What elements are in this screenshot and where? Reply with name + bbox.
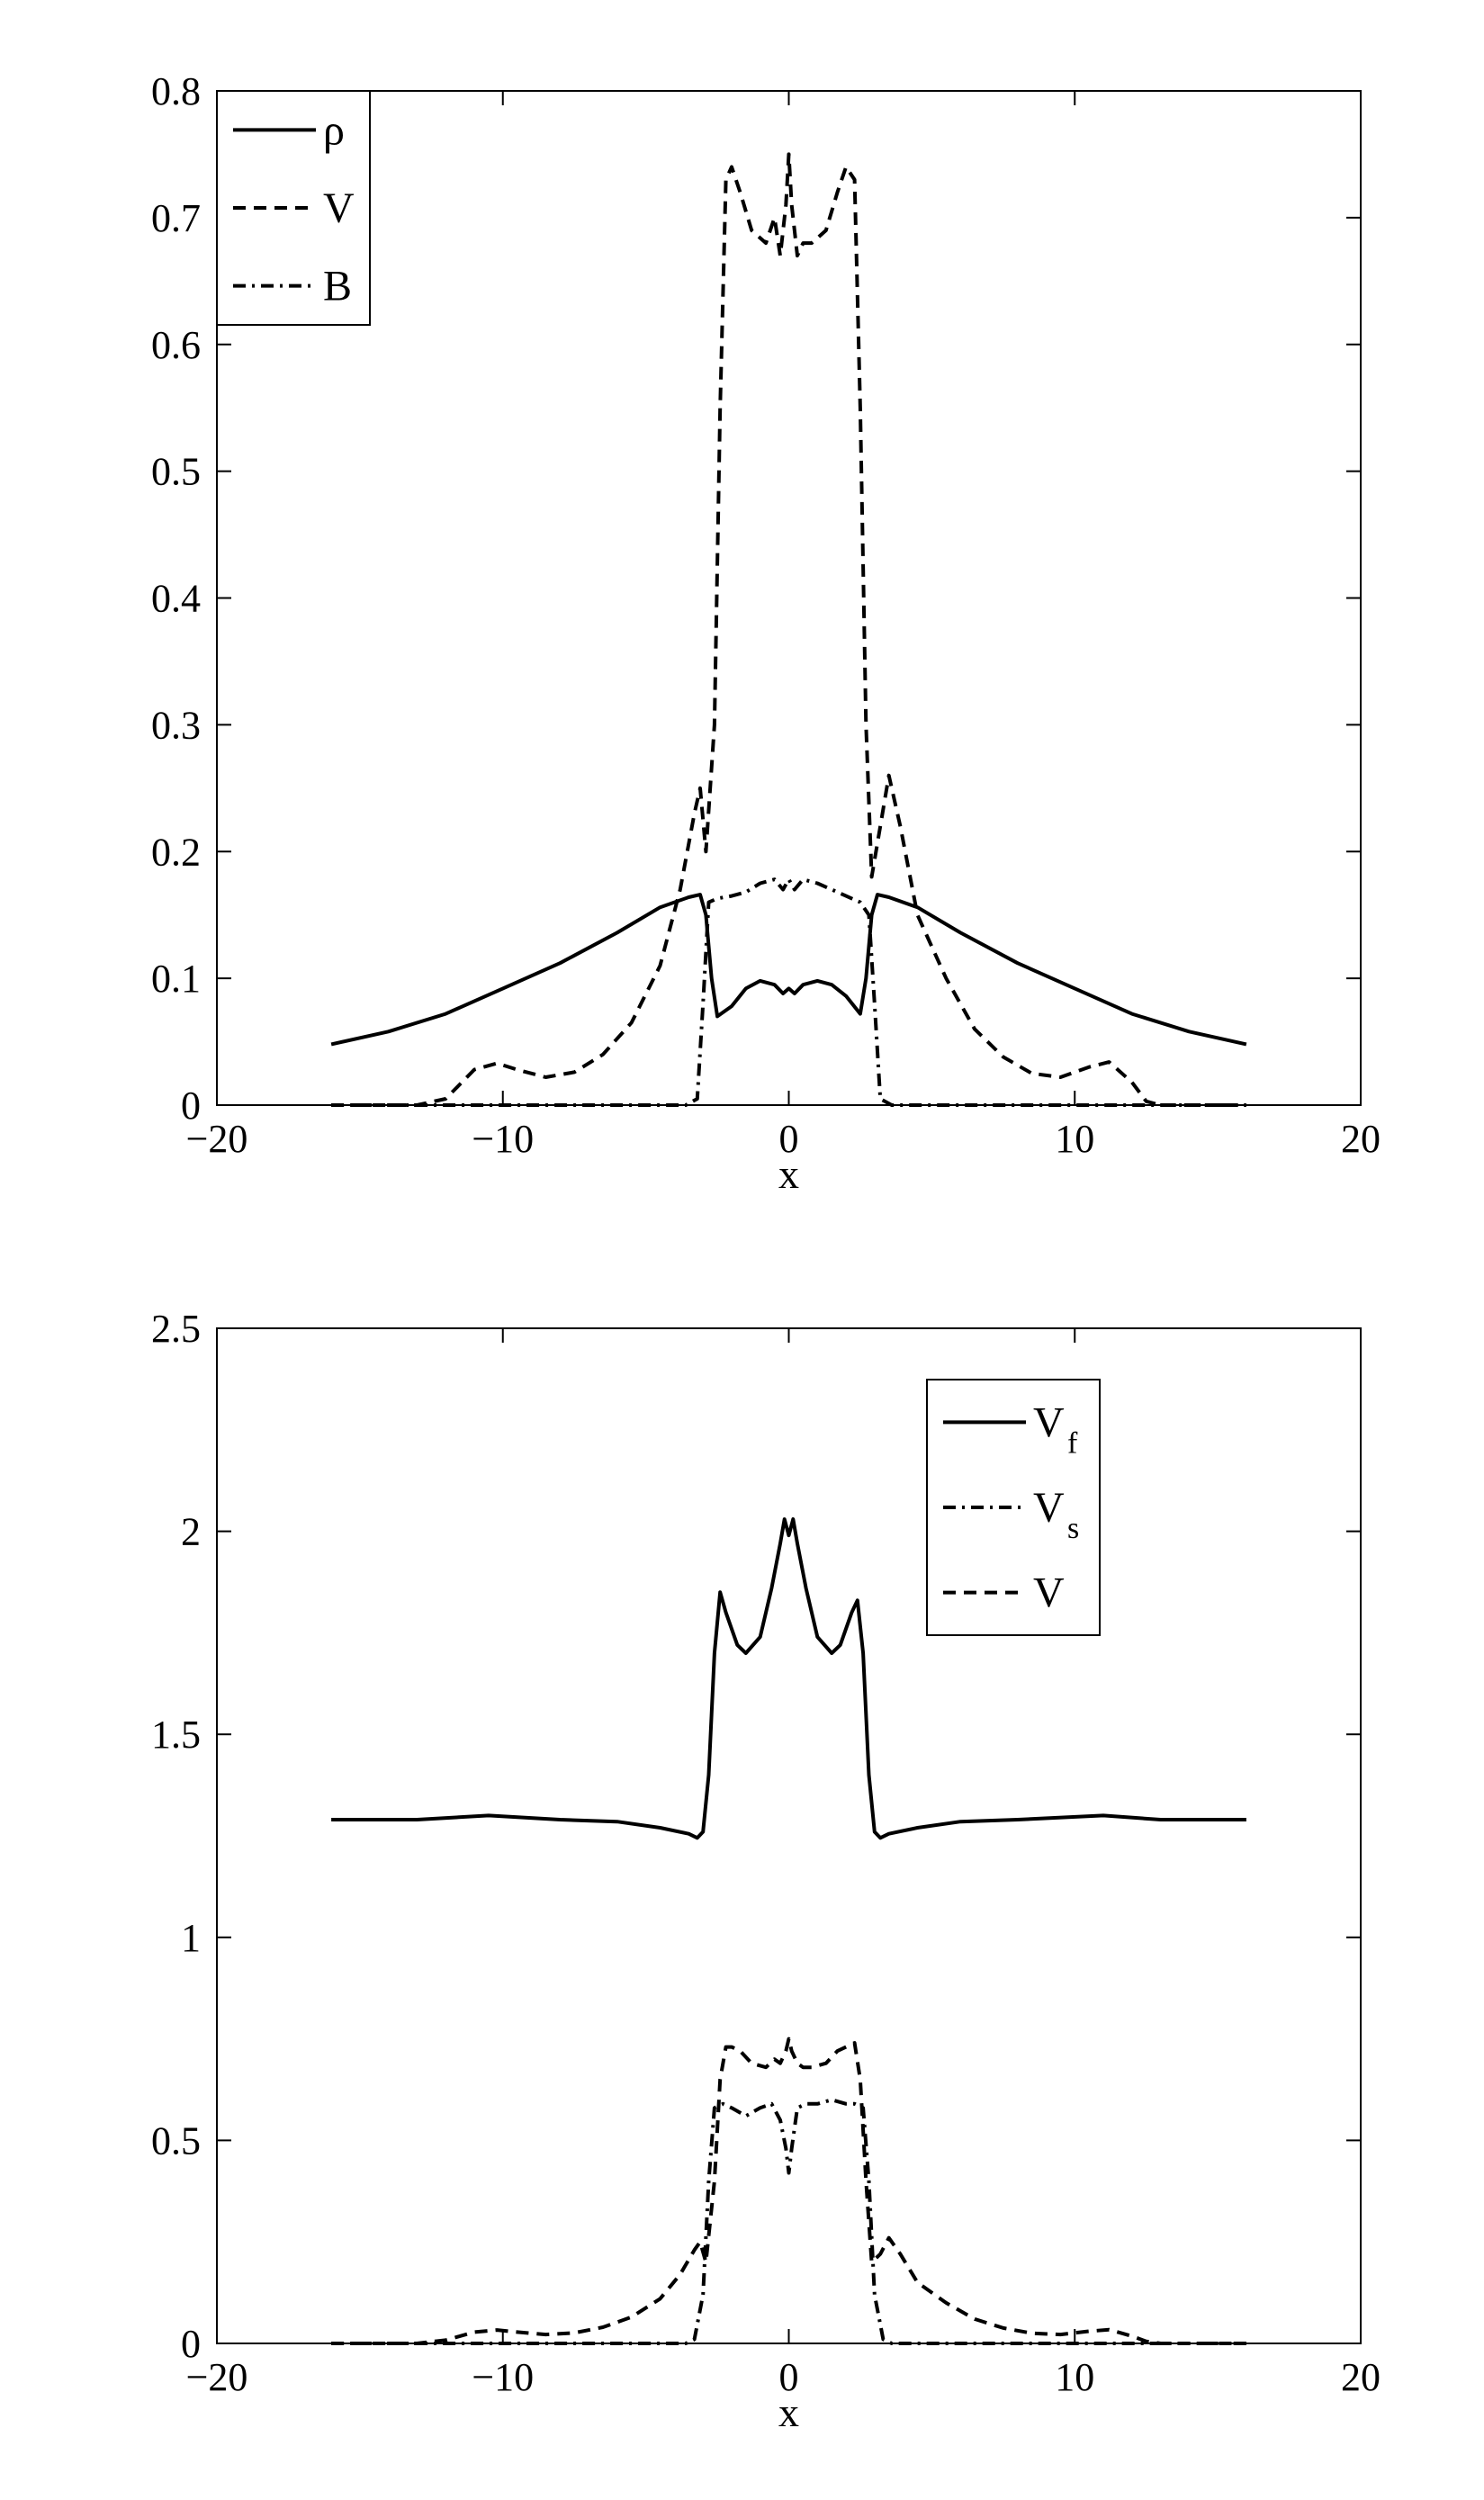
x-axis-label-top: x: [778, 1151, 799, 1197]
x-tick-label: 10: [1055, 2355, 1094, 2399]
y-tick-label: 0.8: [151, 69, 201, 113]
y-tick-label: 0.6: [151, 323, 201, 367]
legend-label: V: [1033, 1398, 1065, 1446]
y-tick-label: 2.5: [151, 1307, 201, 1351]
legend-label: V: [1033, 1484, 1065, 1532]
x-axis-label-bottom: x: [778, 2389, 799, 2435]
legend-top: ρVB: [216, 90, 371, 326]
y-tick-label: 0.2: [151, 830, 201, 874]
series-line-0: [330, 893, 1247, 1047]
y-tick-label: 1.5: [151, 1713, 201, 1757]
y-tick-label: 0.7: [151, 196, 201, 240]
legend-label: B: [323, 263, 352, 310]
series-line-1: [331, 2098, 1246, 2345]
chart-panel-top: −20 −10 0 10 20 0 0.1 0.2 0.3 0.4 0.5 0.6 0.7 0.8 x ρ…: [151, 69, 1381, 1197]
series-lines-top: [330, 152, 1247, 1107]
x-tick-label: −20: [186, 1117, 248, 1161]
y-tick-label: 0.5: [151, 450, 201, 494]
y-tick-label: 2: [181, 1510, 201, 1554]
y-tick-label: 0: [181, 1084, 201, 1128]
x-tick-label: 0: [779, 2355, 799, 2399]
series-line-0: [331, 1517, 1246, 1840]
y-tick-label: 0.1: [151, 957, 201, 1001]
x-tick-label: 20: [1341, 1117, 1381, 1161]
legend-label: V: [323, 184, 355, 232]
ticks-bottom: −20 −10 0 10 20 0 0.5 1 1.5 2 2.5: [151, 1307, 1381, 2399]
y-tick-label: 0.3: [151, 703, 201, 747]
x-tick-label: −10: [472, 2355, 534, 2399]
y-tick-label: 0.5: [151, 2118, 201, 2163]
y-tick-label: 1: [181, 1916, 201, 1960]
y-tick-label: 0.4: [151, 577, 201, 621]
series-line-1: [331, 152, 1246, 1107]
x-tick-label: 0: [779, 1117, 799, 1161]
x-tick-label: 10: [1055, 1117, 1094, 1161]
legend-label-subscript: f: [1067, 1426, 1078, 1460]
legend-label-subscript: s: [1067, 1512, 1079, 1545]
y-tick-label: 0: [181, 2322, 201, 2366]
x-tick-label: 20: [1341, 2355, 1381, 2399]
legend-label: V: [1033, 1569, 1065, 1617]
series-line-2: [331, 877, 1246, 1107]
x-tick-label: −10: [472, 1117, 534, 1161]
x-tick-label: −20: [186, 2355, 248, 2399]
legend-label: ρ: [323, 106, 345, 154]
ticks-top: −20 −10 0 10 20 0 0.1 0.2 0.3 0.4 0.5 0.6 0.7 0.8: [151, 69, 1381, 1161]
series-lines-bottom: [331, 1517, 1246, 2345]
